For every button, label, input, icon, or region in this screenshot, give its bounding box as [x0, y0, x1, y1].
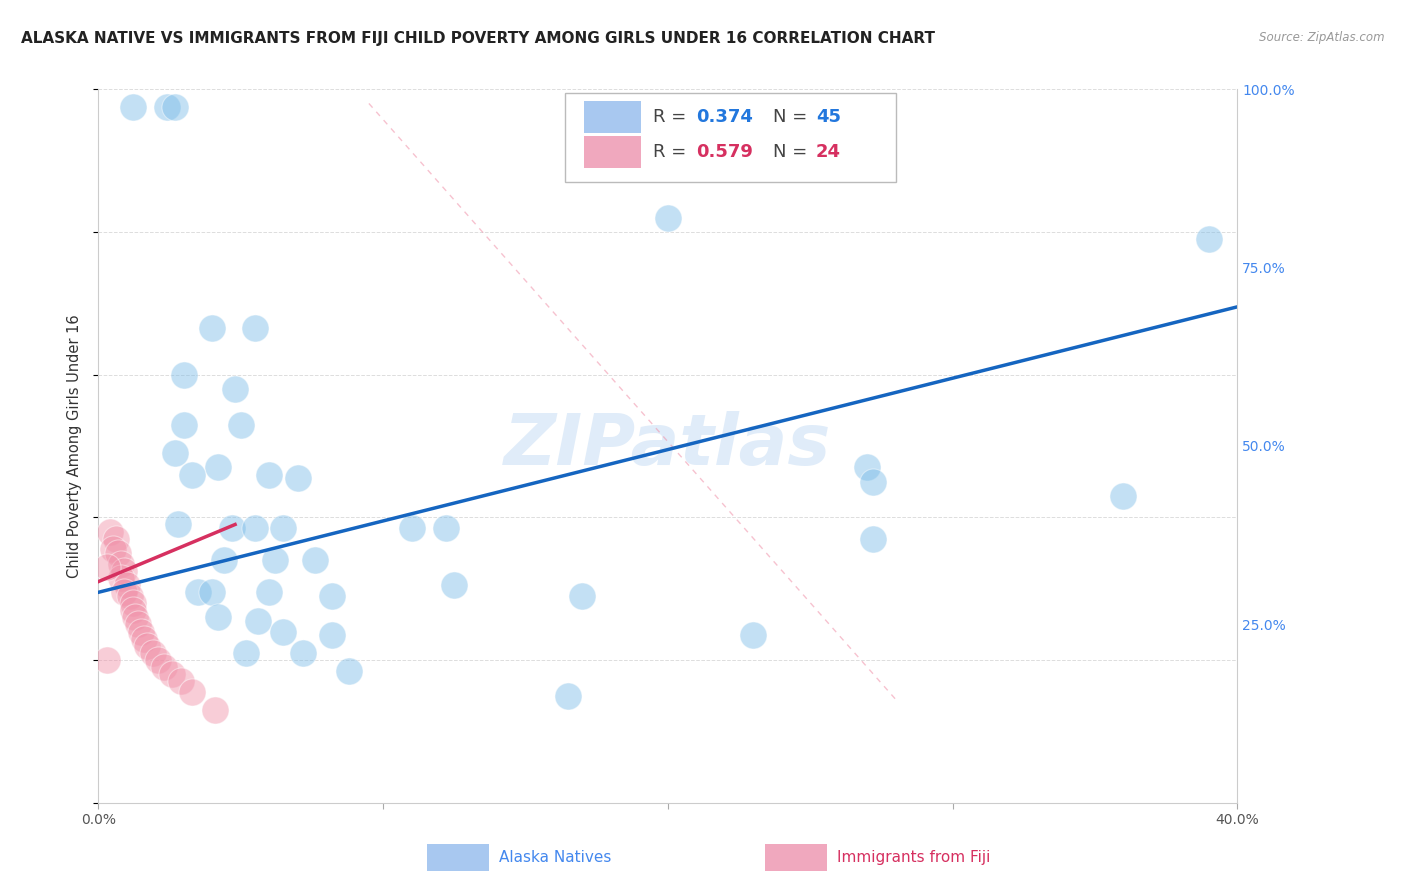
- Point: [207, 610, 229, 624]
- Point: [118, 589, 141, 603]
- Point: [156, 100, 179, 114]
- Point: [1198, 232, 1220, 246]
- Point: [173, 417, 195, 432]
- Point: [287, 471, 309, 485]
- Point: [401, 521, 423, 535]
- Point: [204, 703, 226, 717]
- Y-axis label: Child Poverty Among Girls Under 16: Child Poverty Among Girls Under 16: [67, 314, 83, 578]
- Text: 0.579: 0.579: [696, 143, 754, 161]
- Point: [221, 521, 243, 535]
- FancyBboxPatch shape: [565, 93, 896, 182]
- Text: Immigrants from Fiji: Immigrants from Fiji: [837, 850, 990, 864]
- Point: [181, 467, 204, 482]
- Point: [129, 624, 152, 639]
- Point: [321, 628, 343, 642]
- Point: [127, 617, 149, 632]
- Point: [115, 578, 138, 592]
- Text: Alaska Natives: Alaska Natives: [499, 850, 612, 864]
- Point: [121, 100, 143, 114]
- Point: [110, 571, 132, 585]
- Point: [259, 585, 281, 599]
- Point: [235, 646, 257, 660]
- Point: [742, 628, 765, 642]
- Point: [121, 596, 143, 610]
- Text: 24: 24: [815, 143, 841, 161]
- Point: [96, 653, 118, 667]
- Point: [170, 674, 193, 689]
- Point: [173, 368, 195, 382]
- Text: Source: ZipAtlas.com: Source: ZipAtlas.com: [1260, 31, 1385, 45]
- Point: [246, 614, 269, 628]
- Point: [292, 646, 315, 660]
- Point: [98, 524, 121, 539]
- Point: [165, 446, 187, 460]
- Point: [121, 603, 143, 617]
- Point: [201, 321, 224, 335]
- Point: [141, 646, 163, 660]
- Text: N =: N =: [773, 143, 813, 161]
- FancyBboxPatch shape: [583, 102, 641, 133]
- Point: [207, 460, 229, 475]
- Point: [1112, 489, 1135, 503]
- Point: [229, 417, 252, 432]
- Text: R =: R =: [652, 143, 692, 161]
- Point: [243, 521, 266, 535]
- Point: [167, 517, 190, 532]
- Text: R =: R =: [652, 108, 692, 126]
- Point: [104, 532, 127, 546]
- Point: [273, 624, 295, 639]
- Point: [862, 532, 884, 546]
- Point: [135, 639, 157, 653]
- Point: [101, 542, 124, 557]
- Point: [243, 321, 266, 335]
- Point: [321, 589, 343, 603]
- Point: [434, 521, 457, 535]
- Point: [212, 553, 235, 567]
- Point: [259, 467, 281, 482]
- Text: ZIPatlas: ZIPatlas: [505, 411, 831, 481]
- Point: [162, 667, 184, 681]
- Point: [148, 653, 170, 667]
- Point: [571, 589, 593, 603]
- Point: [443, 578, 465, 592]
- Text: N =: N =: [773, 108, 813, 126]
- Point: [110, 557, 132, 571]
- Point: [112, 564, 135, 578]
- Point: [224, 382, 246, 396]
- Point: [856, 460, 879, 475]
- Point: [264, 553, 287, 567]
- Point: [96, 560, 118, 574]
- Point: [181, 685, 204, 699]
- Point: [657, 211, 679, 225]
- FancyBboxPatch shape: [583, 136, 641, 168]
- Point: [165, 100, 187, 114]
- Point: [273, 521, 295, 535]
- Point: [124, 610, 146, 624]
- Text: 45: 45: [815, 108, 841, 126]
- Point: [337, 664, 360, 678]
- Point: [557, 689, 579, 703]
- Point: [132, 632, 155, 646]
- Point: [862, 475, 884, 489]
- Point: [187, 585, 209, 599]
- Point: [304, 553, 326, 567]
- Point: [112, 585, 135, 599]
- Point: [153, 660, 176, 674]
- Point: [201, 585, 224, 599]
- Text: ALASKA NATIVE VS IMMIGRANTS FROM FIJI CHILD POVERTY AMONG GIRLS UNDER 16 CORRELA: ALASKA NATIVE VS IMMIGRANTS FROM FIJI CH…: [21, 31, 935, 46]
- Text: 0.374: 0.374: [696, 108, 754, 126]
- Point: [107, 546, 129, 560]
